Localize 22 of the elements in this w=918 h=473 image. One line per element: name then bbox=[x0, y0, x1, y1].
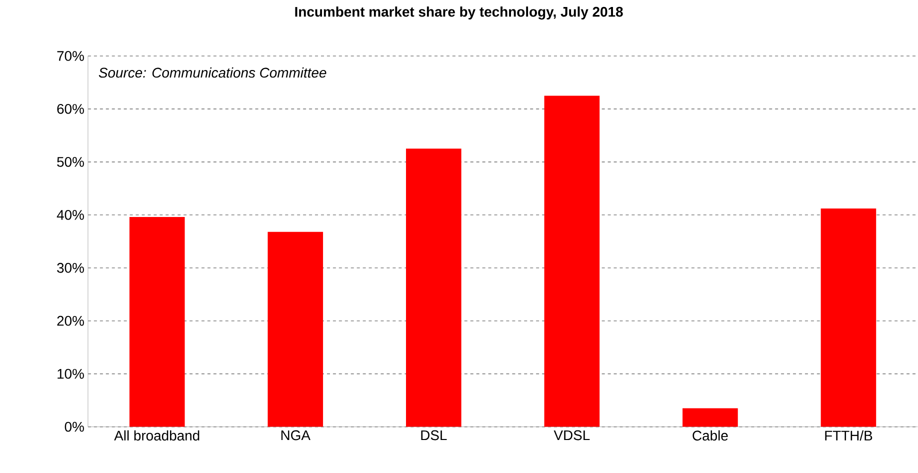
y-tick-label: 20% bbox=[57, 316, 84, 326]
bar bbox=[268, 232, 324, 427]
y-tick-label: 60% bbox=[57, 104, 84, 114]
chart-title: Incumbent market share by technology, July 2018 bbox=[295, 6, 623, 20]
y-tick-label: 0% bbox=[64, 422, 84, 432]
x-tick-label: VDSL bbox=[554, 430, 590, 440]
x-tick-label: Cable bbox=[692, 430, 728, 441]
bar bbox=[406, 148, 462, 427]
x-tick-label: DSL bbox=[421, 430, 447, 440]
bar bbox=[544, 96, 600, 427]
bar bbox=[682, 408, 738, 427]
bar bbox=[129, 217, 185, 427]
y-tick-label: 40% bbox=[56, 210, 84, 220]
x-tick-label: FTTH/B bbox=[825, 430, 872, 441]
annotation: Source: Communications Committee bbox=[98, 68, 326, 78]
y-tick-label: 30% bbox=[57, 263, 84, 273]
x-tick-label: All broadband bbox=[114, 430, 200, 441]
bar bbox=[820, 208, 876, 427]
y-tick-label: 70% bbox=[57, 51, 84, 62]
y-tick-label: 10% bbox=[58, 368, 84, 379]
x-tick-label: NGA bbox=[281, 430, 310, 440]
y-tick-label: 50% bbox=[57, 157, 84, 167]
